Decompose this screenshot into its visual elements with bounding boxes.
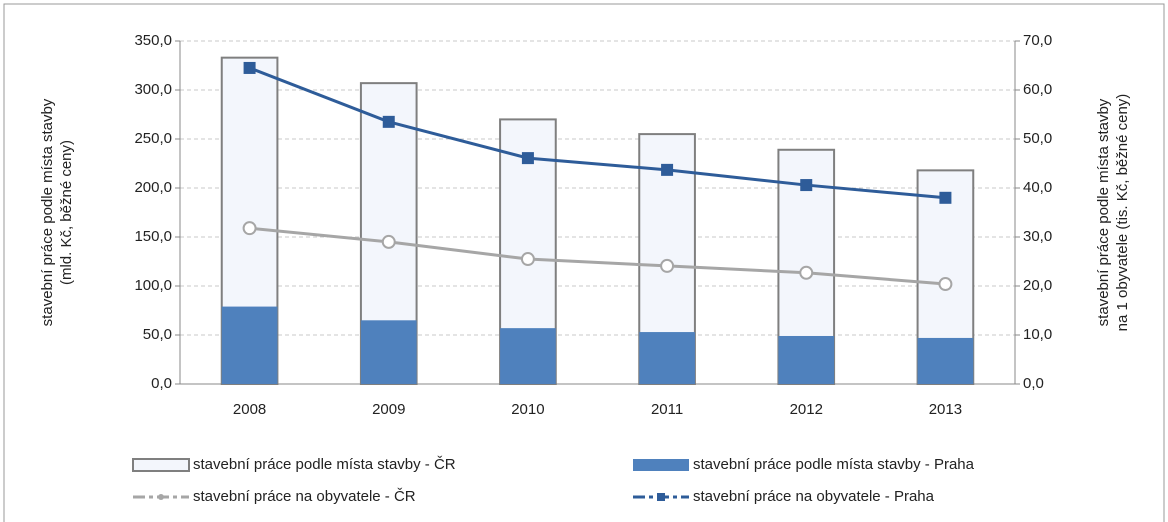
bar [360,320,417,384]
legend-swatch [633,459,689,471]
legend-label: stavební práce na obyvatele - Praha [693,488,935,505]
marker [242,221,257,236]
y-tick-label: 300,0 [134,81,172,98]
line [249,226,946,286]
x-tick-label: 2010 [511,401,544,418]
y-tick-label: 350,0 [134,32,172,49]
y2-tick-label: 30,0 [1023,228,1052,245]
legend-label: stavební práce podle místa stavby - ČR [193,456,456,473]
x-tick-label: 2011 [651,401,683,418]
y2-tick-label: 10,0 [1023,326,1052,343]
marker [382,115,395,128]
bar [500,328,556,384]
marker [938,277,953,292]
y2-tick-label: 40,0 [1023,179,1052,196]
y2-axis-title: na 1 obyvatele (tis. Kč, běžné ceny) [1114,94,1131,332]
y-tick-label: 250,0 [134,130,172,147]
marker [243,61,256,74]
y2-tick-label: 60,0 [1023,81,1052,98]
marker [520,252,535,267]
legend-label: stavební práce podle místa stavby - Prah… [693,456,975,473]
line [249,66,946,200]
marker [800,179,813,192]
y-tick-label: 50,0 [143,326,172,343]
bar [639,332,695,384]
y-tick-label: 200,0 [134,179,172,196]
legend-marker [158,494,164,500]
bar [778,335,835,384]
x-tick-label: 2012 [790,401,823,418]
y-axis-title: (mld. Kč, běžné ceny) [58,140,75,285]
y2-tick-label: 20,0 [1023,277,1052,294]
x-tick-label: 2013 [929,401,962,418]
y2-tick-label: 50,0 [1023,130,1052,147]
legend-marker [657,493,665,501]
legend-label: stavební práce na obyvatele - ČR [193,488,416,505]
y2-tick-label: 70,0 [1023,32,1052,49]
y2-tick-label: 0,0 [1023,375,1044,392]
bar [221,306,278,384]
marker [660,258,675,273]
y-tick-label: 150,0 [134,228,172,245]
y-axis-title: stavební práce podle místa stavby [39,98,56,326]
marker [939,191,952,204]
bar [917,337,974,384]
y2-axis-title: stavební práce podle místa stavby [1095,98,1112,326]
y-tick-label: 100,0 [134,277,172,294]
marker [661,163,674,176]
legend-swatch [132,458,190,472]
marker [799,265,814,280]
marker [521,152,534,165]
y-tick-label: 0,0 [151,375,172,392]
x-tick-label: 2008 [233,401,266,418]
marker [381,234,396,249]
x-tick-label: 2009 [372,401,405,418]
